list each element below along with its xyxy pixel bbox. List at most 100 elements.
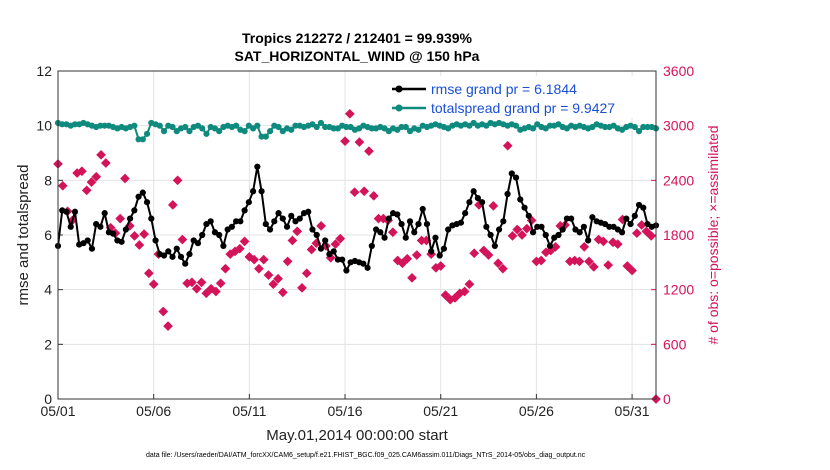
rmse-point (131, 207, 138, 214)
rmse-point (500, 218, 507, 225)
rmse-point (186, 251, 193, 258)
rmse-point (275, 210, 282, 217)
obs-count-marker (139, 229, 150, 240)
rmse-point (491, 242, 498, 250)
rmse-point (589, 214, 596, 221)
rmse-point (457, 219, 465, 226)
rmse-point (228, 223, 235, 230)
data-file-footnote: data file: /Users/raeder/DAI/ATM_forcXX/… (146, 452, 586, 459)
obs-count-marker (76, 166, 87, 177)
obs-count-marker (354, 137, 365, 148)
obs-count-marker (120, 173, 130, 184)
rmse-point (266, 226, 274, 233)
totalspread-point (317, 119, 325, 127)
rmse-point (479, 199, 486, 206)
rmse-point (606, 223, 613, 230)
x-tick-label: 05/16 (328, 403, 363, 419)
rmse-point (152, 237, 159, 244)
totalspread-point (156, 122, 163, 129)
rmse-point (313, 231, 320, 239)
obs-count-marker (273, 273, 284, 284)
obs-count-marker (464, 279, 475, 290)
totalspread-point (288, 126, 295, 133)
totalspread-series (54, 119, 660, 143)
rmse-point (495, 226, 503, 233)
obs-count-marker (359, 186, 370, 197)
rmse-point (517, 196, 524, 203)
rmse-point (262, 220, 269, 228)
rmse-point (182, 260, 189, 267)
obs-count-marker (574, 256, 585, 267)
rmse-point (126, 215, 134, 222)
rmse-point (148, 215, 155, 222)
rmse-point (233, 218, 240, 225)
obs-count-marker (96, 149, 107, 160)
y-axis-label-right: # of obs: o=possible; ×=assimilated (705, 125, 721, 344)
y-right-tick-label: 600 (663, 336, 687, 352)
rmse-point (423, 220, 431, 228)
rmse-point (508, 170, 515, 177)
rmse-point (411, 229, 418, 236)
obs-count-marker (402, 253, 413, 264)
obs-count-marker (86, 177, 97, 188)
obs-count-marker (435, 261, 446, 271)
rmse-point (538, 223, 545, 230)
rmse-point (559, 226, 566, 233)
y-right-tick-label: 3000 (663, 118, 694, 134)
rmse-point (474, 195, 481, 202)
x-tick-label: 05/21 (423, 403, 458, 419)
obs-count-marker (143, 268, 154, 279)
obs-count-marker (517, 230, 528, 240)
totalspread-point (216, 128, 223, 135)
obs-count-marker (598, 236, 609, 247)
totalspread-point (139, 136, 146, 143)
rmse-point (343, 267, 350, 274)
obs-count-marker (512, 224, 523, 235)
rmse-point (173, 245, 180, 252)
totalspread-point (644, 123, 651, 131)
obs-count-marker (502, 140, 513, 151)
rmse-point (364, 264, 371, 271)
totalspread-point (59, 121, 66, 128)
totalspread-point (631, 123, 638, 131)
rmse-point (296, 215, 303, 222)
totalspread-point (402, 123, 409, 131)
rmse-point (618, 229, 626, 236)
obs-count-marker (497, 263, 508, 274)
x-tick-label: 05/11 (232, 403, 266, 419)
obs-count-marker (206, 283, 217, 294)
y-tick-label: 8 (44, 172, 52, 188)
totalspread-point (131, 122, 138, 129)
obs-count-marker (148, 279, 159, 290)
totalspread-point (254, 122, 261, 129)
rmse-point (249, 188, 257, 195)
obs-count-marker (612, 239, 623, 250)
obs-count-marker (196, 277, 207, 288)
rmse-point (360, 260, 367, 267)
obs-count-marker (469, 248, 480, 259)
y-right-tick-label: 3600 (663, 63, 694, 79)
rmse-point (470, 188, 477, 195)
totalspread-point (512, 122, 520, 129)
obs-count-marker (158, 306, 169, 317)
obs-count-marker (483, 250, 494, 260)
obs-count-marker (603, 260, 614, 271)
obs-count-series (53, 108, 661, 404)
rmse-point (419, 205, 426, 213)
legend: rmse grand pr = 6.1844 totalspread grand… (385, 76, 647, 118)
rmse-point (521, 204, 528, 211)
legend-label-spread: totalspread grand pr = 9.9427 (431, 100, 615, 116)
totalspread-point (415, 126, 422, 133)
obs-count-marker (521, 223, 532, 234)
rmse-point (436, 252, 443, 259)
obs-count-marker (411, 250, 422, 260)
rmse-point (576, 229, 583, 236)
rmse-point (288, 212, 295, 219)
obs-count-marker (215, 278, 226, 289)
rmse-point (317, 245, 325, 252)
legend-label-rmse: rmse grand pr = 6.1844 (431, 81, 577, 97)
totalspread-point (635, 128, 643, 135)
y-tick-label: 10 (36, 118, 52, 134)
rmse-point (237, 218, 244, 225)
rmse-point (67, 223, 74, 230)
